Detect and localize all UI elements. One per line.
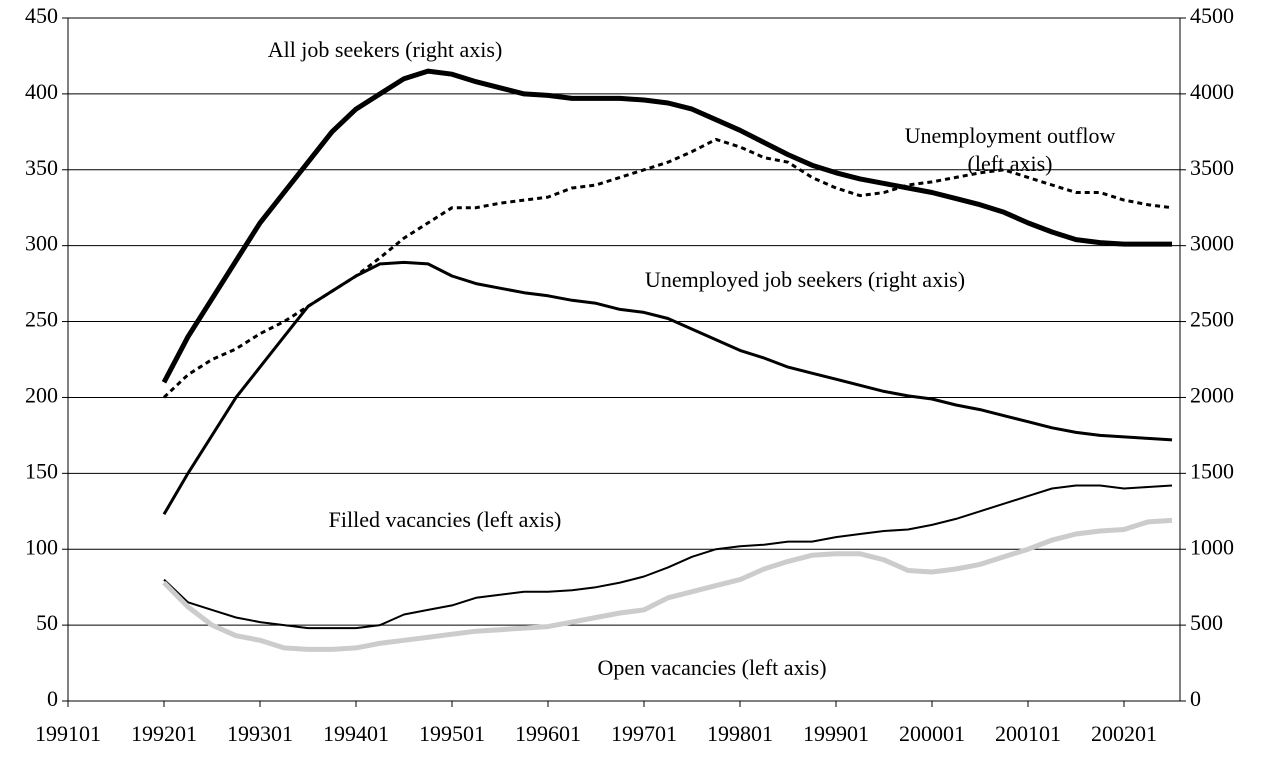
y2-tick-label: 4500: [1190, 3, 1234, 28]
x-tick-label: 199401: [323, 721, 389, 746]
x-tick-label: 199301: [227, 721, 293, 746]
y-tick-label: 300: [25, 231, 58, 256]
series-annotation: Unemployment outflow (left axis): [904, 123, 1116, 176]
y2-tick-label: 2500: [1190, 307, 1234, 332]
y-tick-label: 350: [25, 155, 58, 180]
series-line: [162, 260, 1173, 516]
series-line: [161, 68, 1172, 384]
y-tick-label: 150: [25, 458, 58, 483]
series-annotation: Open vacancies (left axis): [597, 655, 827, 680]
y2-tick-label: 1500: [1190, 458, 1234, 483]
y2-tick-label: 4000: [1190, 79, 1234, 104]
series-line: [163, 484, 1173, 630]
y2-tick-label: 1000: [1190, 534, 1234, 559]
y-tick-label: 200: [25, 382, 58, 407]
y-tick-label: 250: [25, 307, 58, 332]
x-tick-label: 199601: [515, 721, 581, 746]
x-tick-label: 199901: [803, 721, 869, 746]
x-tick-label: 200001: [899, 721, 965, 746]
y2-tick-label: 0: [1190, 686, 1201, 711]
y-tick-label: 0: [47, 686, 58, 711]
y2-tick-label: 500: [1190, 610, 1223, 635]
y-tick-label: 400: [25, 79, 58, 104]
y2-tick-label: 3500: [1190, 155, 1234, 180]
x-tick-label: 199101: [35, 721, 101, 746]
x-tick-label: 200201: [1091, 721, 1157, 746]
y-tick-label: 100: [25, 534, 58, 559]
y2-tick-label: 2000: [1190, 382, 1234, 407]
series-annotation: Unemployed job seekers (right axis): [644, 267, 966, 292]
series-annotation: Filled vacancies (left axis): [328, 507, 562, 532]
y2-tick-label: 3000: [1190, 231, 1234, 256]
series-line: [162, 517, 1173, 652]
x-tick-label: 200101: [995, 721, 1061, 746]
x-tick-label: 199201: [131, 721, 197, 746]
x-tick-label: 199801: [707, 721, 773, 746]
series-annotation: All job seekers (right axis): [267, 37, 503, 62]
x-tick-label: 199501: [419, 721, 485, 746]
y-tick-label: 450: [25, 3, 58, 28]
y-tick-label: 50: [36, 610, 58, 635]
x-tick-label: 199701: [611, 721, 677, 746]
